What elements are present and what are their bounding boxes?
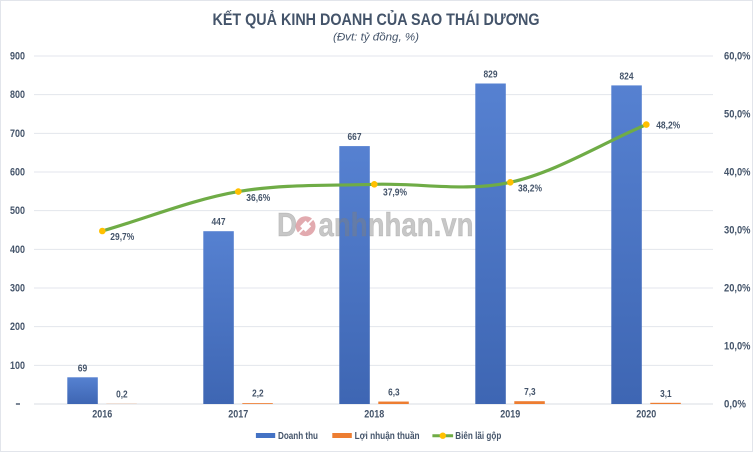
svg-text:0,0%: 0,0%: [724, 399, 746, 411]
svg-text:500: 500: [10, 205, 25, 217]
svg-text:60,0%: 60,0%: [724, 51, 751, 63]
svg-text:2020: 2020: [636, 409, 656, 421]
svg-text:20,0%: 20,0%: [724, 283, 751, 295]
svg-text:2016: 2016: [92, 409, 112, 421]
svg-text:400: 400: [10, 244, 25, 256]
svg-text:D: D: [277, 206, 297, 243]
svg-text:824: 824: [620, 71, 634, 82]
svg-text:29,7%: 29,7%: [110, 232, 134, 243]
svg-text:36,6%: 36,6%: [246, 193, 270, 204]
svg-text:2018: 2018: [364, 409, 384, 421]
svg-text:0,2: 0,2: [116, 390, 128, 401]
svg-text:2017: 2017: [228, 409, 248, 421]
svg-text:700: 700: [10, 128, 25, 140]
svg-text:Doanh thu: Doanh thu: [278, 430, 318, 442]
svg-text:2019: 2019: [500, 409, 520, 421]
svg-text:7,3: 7,3: [524, 387, 536, 398]
svg-text:(Đvt: tỷ đồng, %): (Đvt: tỷ đồng, %): [333, 32, 419, 44]
svg-text:300: 300: [10, 283, 25, 295]
svg-text:Biên lãi gộp: Biên lãi gộp: [455, 430, 501, 442]
svg-text:6,3: 6,3: [388, 388, 400, 399]
svg-text:3,1: 3,1: [660, 389, 672, 400]
svg-text:600: 600: [10, 167, 25, 179]
svg-text:667: 667: [348, 132, 362, 143]
svg-text:447: 447: [212, 217, 226, 228]
svg-text:40,0%: 40,0%: [724, 167, 751, 179]
svg-text:KẾT QUẢ KINH DOANH CỦA SAO THÁ: KẾT QUẢ KINH DOANH CỦA SAO THÁI DƯƠNG: [213, 10, 540, 29]
svg-text:800: 800: [10, 89, 25, 101]
svg-text:anhnhan.vn: anhnhan.vn: [319, 206, 474, 243]
svg-text:10,0%: 10,0%: [724, 341, 751, 353]
svg-text:69: 69: [78, 363, 88, 374]
svg-text:37,9%: 37,9%: [383, 187, 407, 198]
svg-text:829: 829: [484, 70, 498, 81]
svg-text:50,0%: 50,0%: [724, 109, 751, 121]
svg-text:200: 200: [10, 321, 25, 333]
svg-text:30,0%: 30,0%: [724, 225, 751, 237]
svg-text:100: 100: [10, 360, 25, 372]
svg-text:38,2%: 38,2%: [518, 183, 542, 194]
svg-text:2,2: 2,2: [252, 389, 264, 400]
svg-text:48,2%: 48,2%: [656, 120, 680, 131]
svg-text:900: 900: [10, 51, 25, 63]
svg-text:Lợi nhuận thuần: Lợi nhuận thuần: [355, 430, 420, 442]
